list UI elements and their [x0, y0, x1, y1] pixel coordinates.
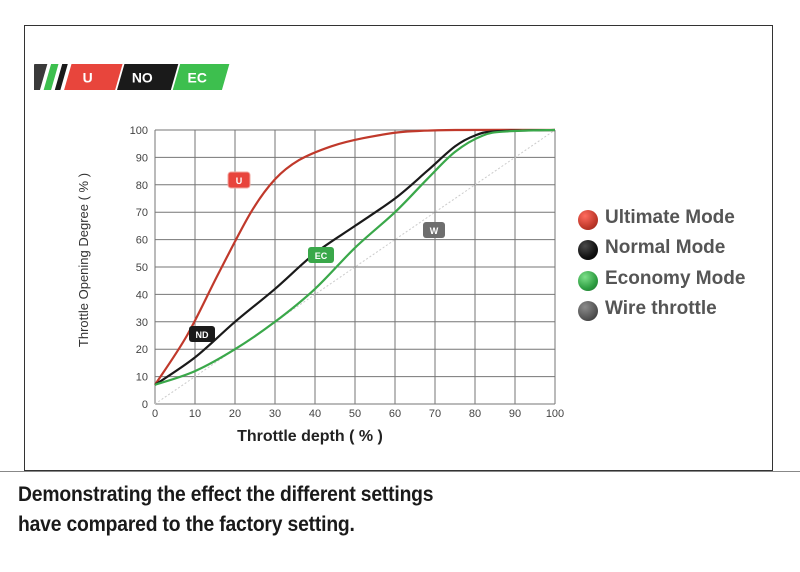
svg-text:30: 30 [269, 408, 281, 420]
svg-text:W: W [430, 226, 439, 236]
svg-text:80: 80 [136, 180, 148, 192]
svg-text:100: 100 [130, 125, 148, 137]
svg-text:80: 80 [469, 408, 481, 420]
svg-text:90: 90 [136, 152, 148, 164]
svg-text:100: 100 [546, 408, 564, 420]
svg-text:EC: EC [315, 251, 328, 261]
svg-text:50: 50 [136, 262, 148, 274]
svg-text:40: 40 [309, 408, 321, 420]
svg-text:90: 90 [509, 408, 521, 420]
svg-text:70: 70 [136, 207, 148, 219]
svg-text:20: 20 [229, 408, 241, 420]
svg-text:10: 10 [189, 408, 201, 420]
svg-text:ND: ND [196, 330, 209, 340]
svg-text:70: 70 [429, 408, 441, 420]
svg-text:40: 40 [136, 289, 148, 301]
svg-text:20: 20 [136, 344, 148, 356]
svg-text:50: 50 [349, 408, 361, 420]
svg-text:60: 60 [389, 408, 401, 420]
svg-text:0: 0 [152, 408, 158, 420]
svg-text:U: U [236, 176, 243, 186]
svg-text:60: 60 [136, 235, 148, 247]
svg-text:0: 0 [142, 399, 148, 411]
svg-text:30: 30 [136, 317, 148, 329]
svg-text:10: 10 [136, 372, 148, 384]
